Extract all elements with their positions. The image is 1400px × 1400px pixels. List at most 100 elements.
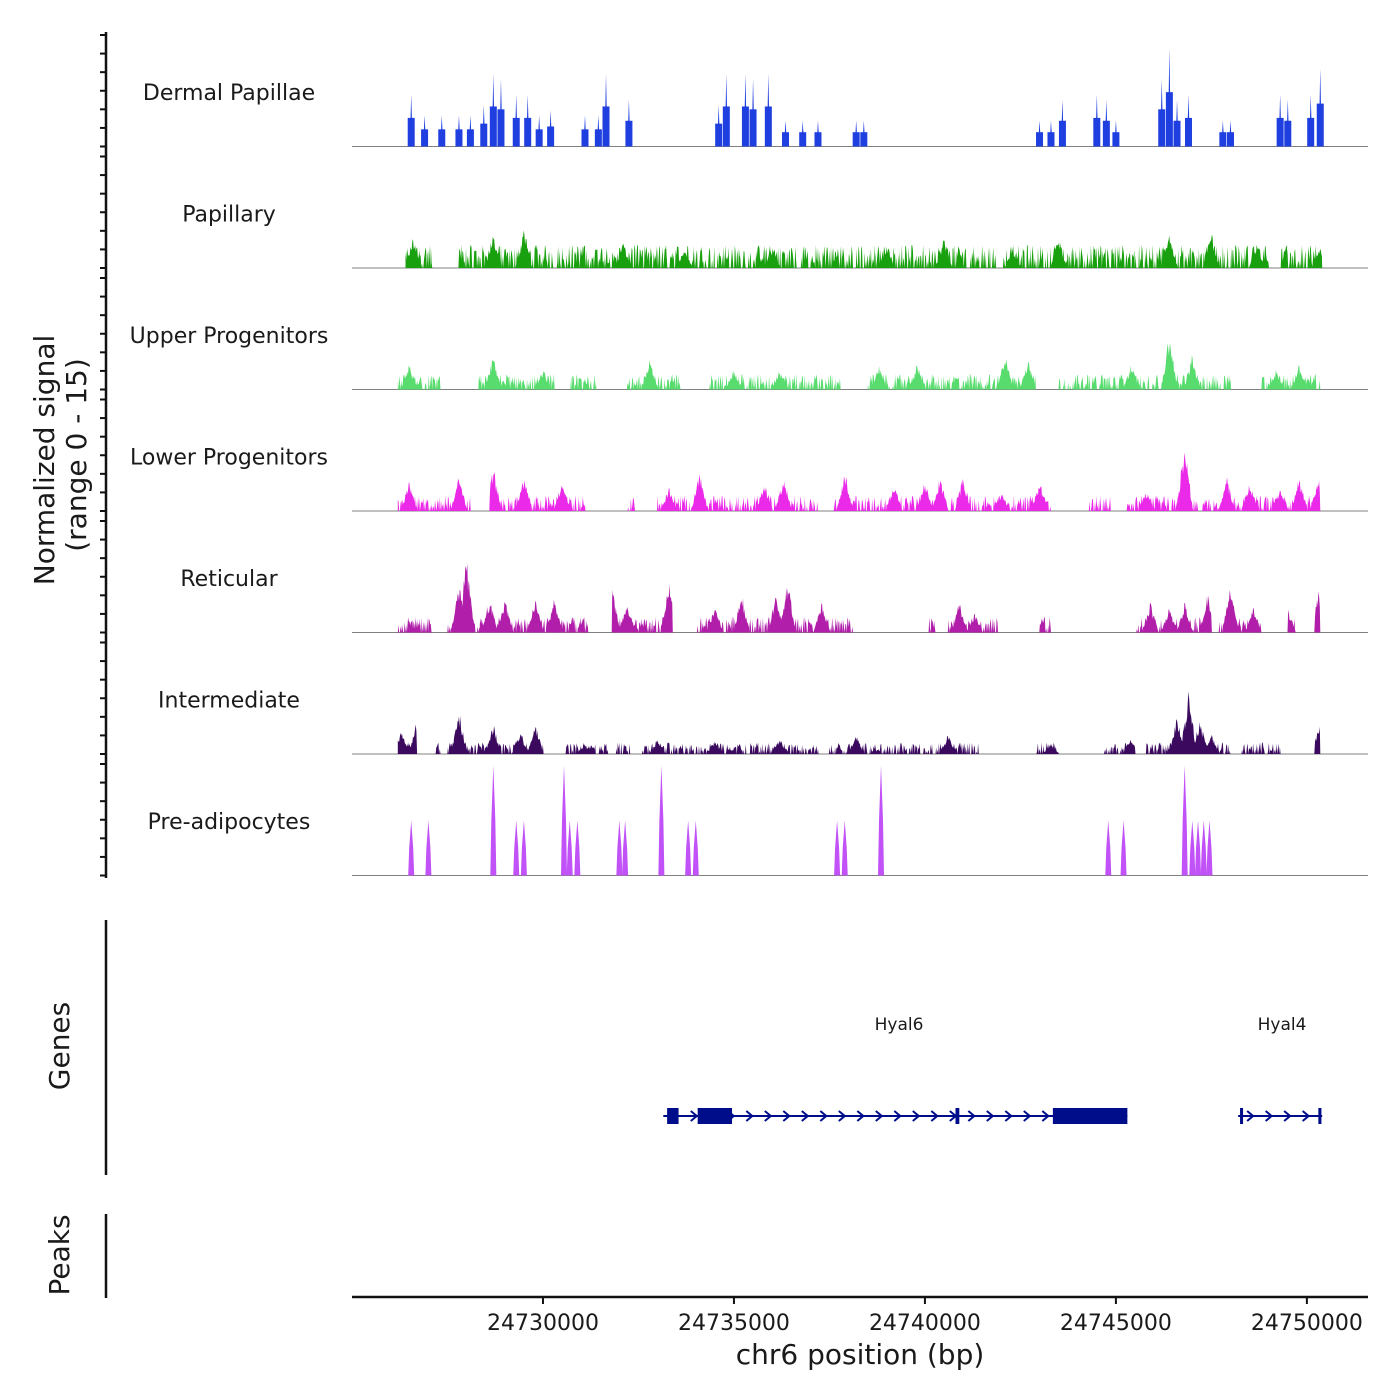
- coverage-peak: [512, 94, 520, 147]
- x-axis-tick-label: 24740000: [869, 1311, 981, 1336]
- coverage-peak: [741, 73, 749, 147]
- axes: 24730000 24735000 24740000 24745000 24750000: [100, 32, 1368, 1336]
- coverage-area: [397, 691, 1321, 754]
- coverage-peak: [860, 120, 868, 147]
- track-upper-progenitors: Upper Progenitors: [130, 324, 1368, 390]
- peak-tip: [491, 73, 495, 147]
- peak-tip: [457, 115, 461, 147]
- coverage-peak: [749, 78, 757, 147]
- coverage-peak: [1158, 78, 1166, 147]
- strand-arrow: [930, 1110, 939, 1122]
- peak-tip: [409, 94, 413, 147]
- gene-hyal6: Hyal6: [663, 1015, 1128, 1124]
- gene-annotation-panel: Hyal6 Hyal4: [663, 1015, 1323, 1124]
- coverage-spike: [513, 820, 520, 876]
- peak-tip: [537, 115, 541, 147]
- peak-tip: [468, 115, 472, 147]
- peak-tip: [1167, 47, 1171, 147]
- coverage-spike: [658, 765, 665, 876]
- peak-tip: [1286, 99, 1290, 147]
- track-label: Pre-adipocytes: [148, 810, 311, 835]
- gene-exon: [1318, 1108, 1322, 1124]
- coverage-peak: [1093, 94, 1101, 147]
- coverage-spike: [841, 820, 848, 876]
- track-label: Papillary: [182, 203, 276, 228]
- coverage-peak: [1307, 94, 1315, 147]
- peak-tip: [1309, 94, 1313, 147]
- coverage-peak: [1284, 99, 1292, 147]
- coverage-peak: [489, 73, 497, 147]
- peak-tip: [1095, 94, 1099, 147]
- strand-arrow: [745, 1110, 754, 1122]
- coverage-peak: [764, 73, 772, 147]
- coverage-peak: [466, 115, 474, 147]
- strand-arrow: [819, 1110, 828, 1122]
- coverage-peak: [524, 94, 532, 147]
- peak-tip: [549, 110, 553, 147]
- peak-tip: [751, 78, 755, 147]
- strand-arrow: [782, 1110, 791, 1122]
- coverage-peak: [1058, 99, 1066, 147]
- coverage-peak: [602, 73, 610, 147]
- peak-tip: [526, 94, 530, 147]
- track-label: Lower Progenitors: [130, 446, 328, 471]
- coverage-peak: [1219, 120, 1227, 147]
- track-label: Reticular: [180, 567, 278, 592]
- peak-tip: [440, 115, 444, 147]
- strand-arrow: [856, 1110, 865, 1122]
- track-reticular: Reticular: [180, 563, 1368, 633]
- strand-arrow: [1283, 1110, 1292, 1122]
- peak-tip: [583, 115, 587, 147]
- coverage-spike: [560, 765, 567, 876]
- coverage-spike: [566, 820, 573, 876]
- coverage-peak: [715, 104, 723, 147]
- coverage-spike: [1200, 820, 1207, 876]
- peak-tip: [784, 120, 788, 147]
- track-pre-adipocytes: Pre-adipocytes: [148, 765, 1368, 876]
- strand-arrow: [1041, 1110, 1050, 1122]
- track-label: Upper Progenitors: [130, 324, 329, 349]
- peak-tip: [1160, 78, 1164, 147]
- peak-tip: [1318, 68, 1322, 147]
- gene-hyal4: Hyal4: [1238, 1015, 1323, 1124]
- coverage-peak: [535, 115, 543, 147]
- gene-label: Hyal6: [875, 1015, 924, 1035]
- strand-arrow: [1004, 1110, 1013, 1122]
- strand-arrow: [764, 1110, 773, 1122]
- coverage-area: [397, 563, 1321, 633]
- track-dermal-papillae: Dermal Papillae: [143, 47, 1368, 147]
- coverage-peak: [421, 115, 429, 147]
- coverage-spike: [685, 820, 692, 876]
- gene-exon: [667, 1108, 679, 1124]
- coverage-peak: [581, 115, 589, 147]
- peak-tip: [854, 120, 858, 147]
- coverage-peak: [455, 115, 463, 147]
- coverage-peak: [814, 120, 822, 147]
- strand-arrow: [1246, 1110, 1255, 1122]
- x-axis-tick-label: 24745000: [1060, 1311, 1172, 1336]
- coverage-area: [405, 230, 1323, 268]
- gene-exon: [1240, 1108, 1244, 1124]
- coverage-spike: [692, 820, 699, 876]
- gene-exon: [697, 1108, 733, 1124]
- x-axis-tick-label: 24735000: [678, 1311, 790, 1336]
- peak-tip: [862, 120, 866, 147]
- coverage-peak: [497, 78, 505, 147]
- coverage-spike: [878, 765, 885, 876]
- peak-tip: [482, 104, 486, 147]
- coverage-spike: [1195, 820, 1202, 876]
- track-label: Dermal Papillae: [143, 81, 315, 106]
- coverage-peak: [1184, 94, 1192, 147]
- peak-tip: [801, 120, 805, 147]
- peak-tip: [1221, 120, 1225, 147]
- strand-arrow: [875, 1110, 884, 1122]
- peaks-y-label: Peaks: [43, 1214, 76, 1295]
- peak-tip: [514, 94, 518, 147]
- coverage-peak: [407, 94, 415, 147]
- track-intermediate: Intermediate: [158, 689, 1368, 755]
- coverage-spike: [834, 820, 841, 876]
- strand-arrow: [967, 1110, 976, 1122]
- coverage-spike: [1105, 820, 1112, 876]
- track-lower-progenitors: Lower Progenitors: [130, 446, 1368, 512]
- coverage-spike: [425, 820, 432, 876]
